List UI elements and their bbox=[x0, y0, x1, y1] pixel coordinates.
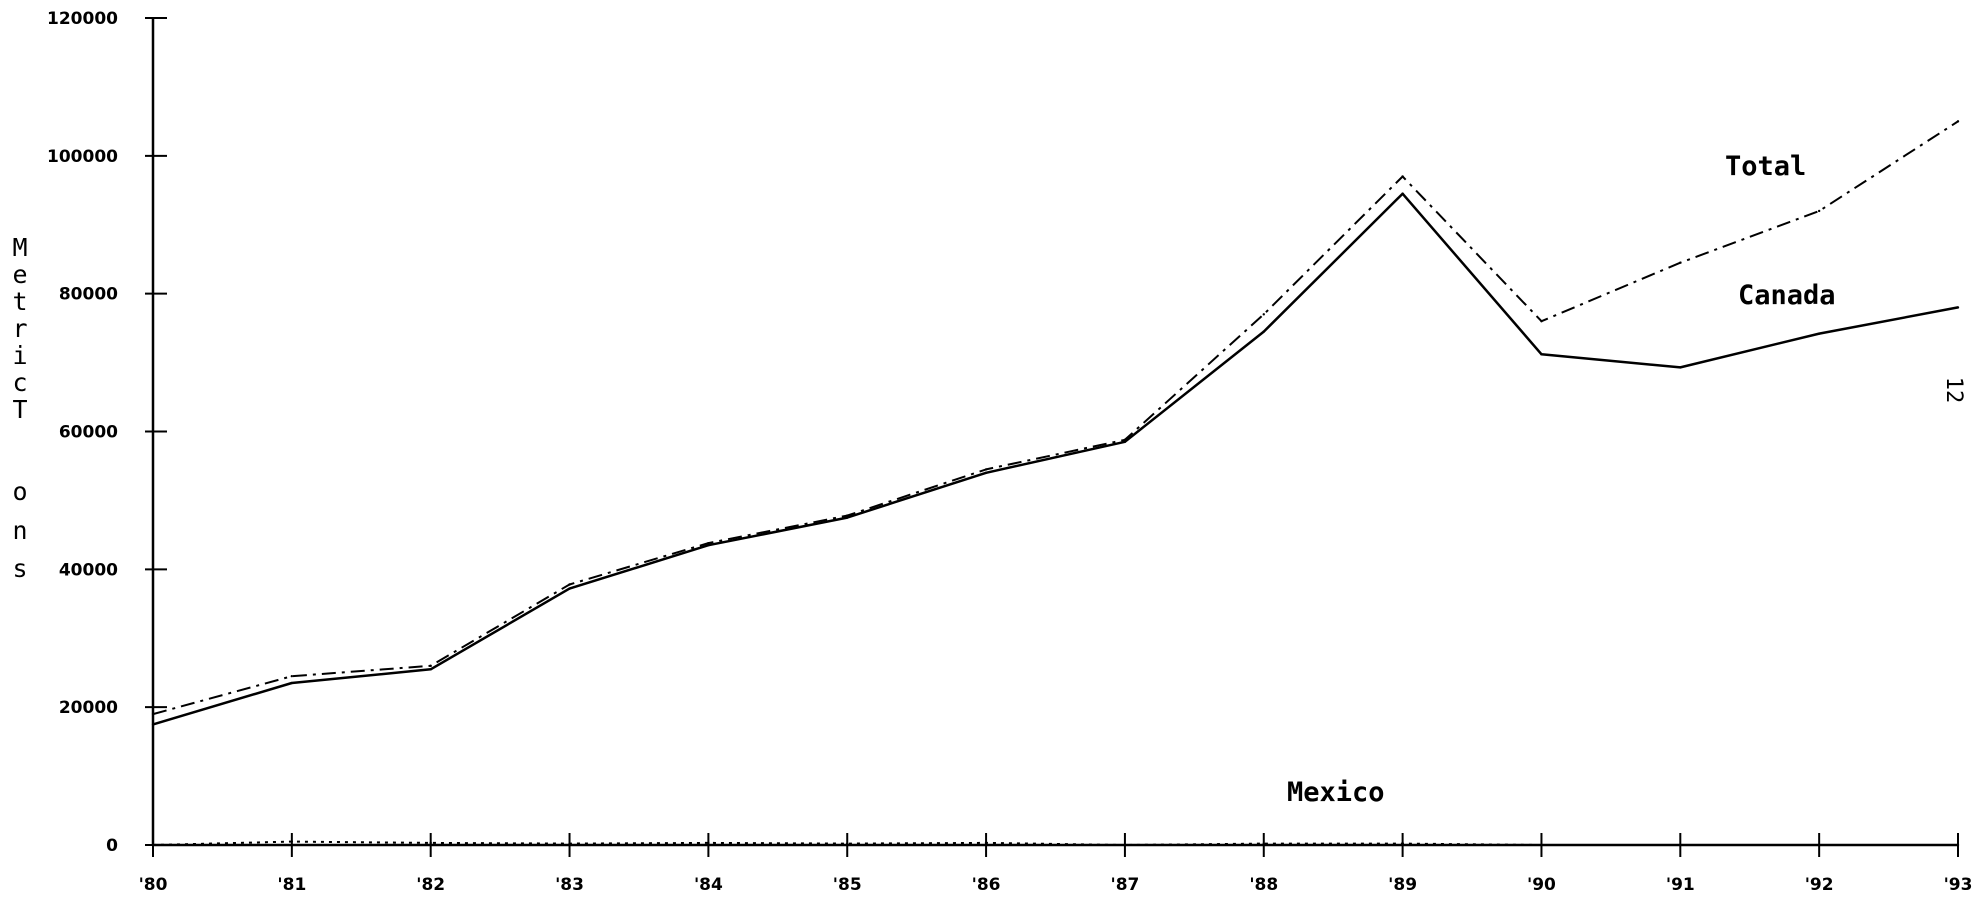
y-tick-label: 0 bbox=[106, 836, 118, 856]
x-tick-label: '91 bbox=[1666, 875, 1695, 895]
x-tick-label: '85 bbox=[833, 875, 862, 895]
series-label-mexico: Mexico bbox=[1287, 777, 1385, 808]
y-axis-title-letter: n bbox=[12, 516, 27, 545]
y-axis-title-letter: t bbox=[12, 287, 27, 316]
y-axis-title-letter: s bbox=[12, 554, 27, 583]
y-axis-title-letter: c bbox=[12, 368, 27, 397]
data-point-mexico bbox=[1956, 843, 1960, 847]
y-tick-label: 40000 bbox=[59, 560, 118, 580]
data-point-canada bbox=[1956, 306, 1960, 309]
data-point-mexico bbox=[1817, 843, 1821, 847]
data-point-mexico bbox=[1679, 843, 1682, 847]
y-tick-label: 20000 bbox=[59, 698, 118, 718]
series-line-mexico bbox=[152, 840, 1958, 846]
data-point-mexico bbox=[1401, 842, 1404, 845]
x-tick-label: '82 bbox=[416, 875, 445, 895]
y-axis-title-letter: e bbox=[12, 260, 27, 289]
data-point-total bbox=[429, 664, 432, 668]
data-point-total bbox=[707, 541, 710, 545]
y-axis-title-letter: T bbox=[12, 395, 27, 424]
data-point-canada bbox=[1679, 366, 1682, 369]
x-tick-label: '90 bbox=[1527, 875, 1556, 895]
y-tick-label: 80000 bbox=[59, 285, 118, 305]
data-point-canada bbox=[984, 471, 988, 475]
data-point-canada bbox=[1817, 332, 1821, 335]
data-point-mexico bbox=[984, 841, 988, 845]
data-point-total bbox=[1401, 175, 1404, 178]
y-tick-label: 120000 bbox=[47, 9, 118, 29]
x-tick-label: '80 bbox=[139, 875, 168, 895]
series-line-total bbox=[152, 120, 1959, 716]
data-point-total bbox=[568, 583, 571, 586]
data-point-total bbox=[290, 674, 294, 678]
data-point-total bbox=[1679, 261, 1682, 264]
x-tick-label: '92 bbox=[1805, 875, 1834, 895]
data-point-mexico bbox=[1123, 843, 1127, 847]
x-tick-label: '81 bbox=[277, 875, 306, 895]
page-number: 12 bbox=[1941, 377, 1966, 404]
data-point-mexico bbox=[568, 842, 571, 845]
y-tick-label: 100000 bbox=[47, 147, 118, 167]
data-point-mexico bbox=[290, 840, 294, 843]
data-point-canada bbox=[846, 516, 849, 519]
data-point-total bbox=[151, 712, 155, 716]
x-tick-label: '83 bbox=[555, 875, 584, 895]
data-point-mexico bbox=[1262, 842, 1265, 845]
data-point-canada bbox=[1262, 330, 1265, 333]
y-axis-title: M e t r i c T o n s bbox=[12, 233, 27, 583]
x-tick-label: '93 bbox=[1944, 875, 1973, 895]
x-tick-label: '86 bbox=[972, 875, 1001, 895]
x-tick-label: '89 bbox=[1388, 875, 1417, 895]
data-point-total bbox=[1262, 313, 1265, 316]
y-tick-label: 60000 bbox=[59, 423, 118, 443]
x-ticks: '80 '81 '82 '83 '84 '85 '86 '87 '88 '89 '90 '91 '92 '… bbox=[139, 833, 1973, 895]
axes bbox=[151, 18, 1958, 847]
data-point-mexico bbox=[429, 841, 432, 845]
y-axis-title-letter: M bbox=[12, 233, 27, 262]
data-point-canada bbox=[290, 681, 294, 685]
data-point-canada bbox=[1540, 353, 1543, 356]
data-point-total bbox=[1540, 320, 1543, 323]
y-ticks: 0 20000 40000 60000 80000 100000 120000 bbox=[47, 9, 167, 856]
data-point-total bbox=[1956, 120, 1960, 123]
data-point-mexico bbox=[707, 841, 710, 845]
y-axis-title-letter: i bbox=[12, 341, 27, 370]
x-tick-label: '84 bbox=[694, 875, 723, 895]
data-point-canada bbox=[1401, 192, 1404, 195]
data-point-canada bbox=[707, 544, 710, 547]
data-point-mexico bbox=[846, 842, 849, 845]
y-axis-title-letter: o bbox=[12, 477, 27, 506]
x-tick-label: '87 bbox=[1110, 875, 1139, 895]
data-point-canada bbox=[429, 668, 432, 671]
series-line-canada bbox=[152, 192, 1959, 726]
data-point-mexico bbox=[1540, 843, 1543, 847]
series-label-canada: Canada bbox=[1738, 280, 1836, 311]
data-point-mexico bbox=[151, 843, 155, 847]
data-point-canada bbox=[151, 723, 155, 726]
data-point-canada bbox=[568, 587, 571, 590]
y-axis-title-letter: r bbox=[12, 314, 27, 343]
data-point-total bbox=[984, 468, 988, 471]
series-lines bbox=[151, 120, 1960, 847]
series-label-total: Total bbox=[1725, 151, 1806, 182]
x-tick-label: '88 bbox=[1249, 875, 1278, 895]
data-point-canada bbox=[1123, 440, 1127, 444]
data-point-total bbox=[1817, 209, 1821, 213]
